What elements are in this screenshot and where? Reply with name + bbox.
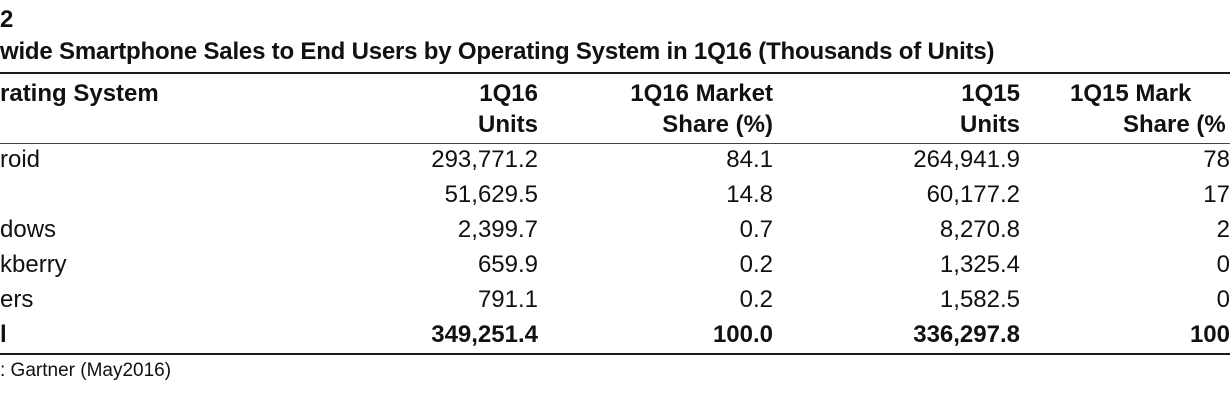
row-others-1q15-share: 0 — [1216, 286, 1230, 313]
row-android-1q16-share: 84.1 — [726, 146, 773, 173]
row-total-1q15-units: 336,297.8 — [913, 321, 1020, 348]
row-blackberry-1q16-share: 0.2 — [739, 251, 773, 278]
row-total-1q16-share: 100.0 — [712, 321, 773, 348]
row-windows-1q15-units: 8,270.8 — [939, 216, 1020, 243]
row-windows-1q16-units: 2,399.7 — [457, 216, 538, 243]
1q16-market-share-header-line1: 1Q16 Market — [630, 80, 773, 107]
row-android-1q16-units: 293,771.2 — [431, 146, 538, 173]
row-blackberry-1q15-share: 0 — [1216, 251, 1230, 278]
row-others-1q16-units: 791.1 — [477, 286, 538, 313]
1q16-units-header-line1: 1Q16 — [479, 80, 538, 107]
row-total-1q15-share: 100 — [1189, 321, 1230, 348]
row-others-1q16-share: 0.2 — [739, 286, 773, 313]
row-ios-1q15-share: 17 — [1203, 181, 1230, 208]
operating-system-header: rating System — [0, 80, 159, 107]
row-ios-1q15-units: 60,177.2 — [926, 181, 1020, 208]
row-android-1q15-units: 264,941.9 — [913, 146, 1020, 173]
row-ios-1q16-share: 14.8 — [726, 181, 773, 208]
row-others-name: ers — [0, 286, 34, 313]
row-windows-name: dows — [0, 216, 57, 243]
row-android-name: roid — [0, 146, 41, 173]
1q15-market-share-header-line2: Share (% — [1123, 111, 1226, 138]
row-blackberry-name: kberry — [0, 251, 67, 278]
1q16-market-share-header-line2: Share (%) — [662, 111, 773, 138]
header-divider-rule — [0, 143, 1230, 144]
row-windows-1q15-share: 2 — [1216, 216, 1230, 243]
1q15-market-share-header-line1: 1Q15 Mark — [1070, 80, 1192, 107]
row-blackberry-1q16-units: 659.9 — [477, 251, 538, 278]
row-windows-1q16-share: 0.7 — [739, 216, 773, 243]
row-others-1q15-units: 1,582.5 — [939, 286, 1020, 313]
table-label: 2 — [0, 6, 14, 33]
row-ios-1q16-units: 51,629.5 — [444, 181, 538, 208]
row-blackberry-1q15-units: 1,325.4 — [939, 251, 1020, 278]
bottom-table-rule — [0, 353, 1230, 355]
top-table-rule — [0, 72, 1230, 74]
row-android-1q15-share: 78 — [1203, 146, 1230, 173]
row-total-1q16-units: 349,251.4 — [431, 321, 538, 348]
1q16-units-header-line2: Units — [478, 111, 538, 138]
1q15-units-header-line1: 1Q15 — [961, 80, 1020, 107]
source-note: : Gartner (May2016) — [0, 360, 172, 381]
1q15-units-header-line2: Units — [960, 111, 1020, 138]
row-total-name: l — [0, 321, 7, 348]
table-title: wide Smartphone Sales to End Users by Op… — [0, 38, 995, 65]
